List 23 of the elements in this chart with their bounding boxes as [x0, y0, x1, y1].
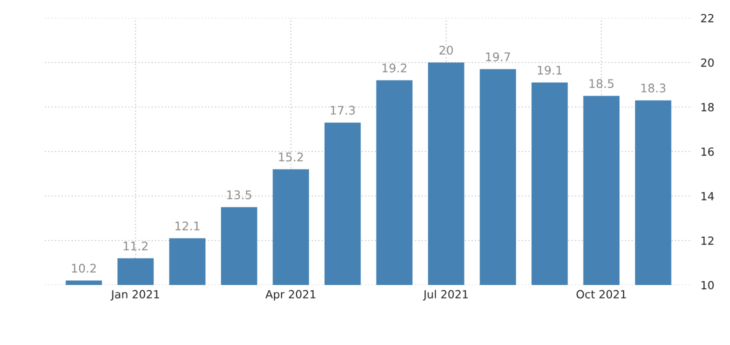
data-label: 19.2 — [382, 64, 406, 72]
data-label: 12.1 — [175, 221, 200, 230]
y-tick-label: 14 — [702, 192, 714, 200]
data-label: 19.1 — [538, 66, 562, 75]
y-tick-label: 20 — [701, 58, 714, 67]
x-tick-label: Apr 2021 — [265, 290, 316, 301]
data-label: 19.7 — [486, 52, 510, 62]
y-tick-label: 16 — [702, 147, 714, 156]
data-label: 13.5 — [227, 190, 252, 200]
data-label: 17.3 — [330, 106, 355, 115]
y-tick-label: 12 — [702, 236, 714, 245]
data-label: 10.2 — [72, 264, 96, 273]
data-label: 18.5 — [590, 79, 614, 88]
data-label: 20 — [439, 46, 453, 55]
y-tick-label: 18 — [702, 102, 714, 112]
x-tick-label: Jul 2021 — [422, 290, 468, 301]
x-tick-label: Oct 2021 — [576, 290, 626, 298]
x-tick-label: Jan 2021 — [110, 290, 160, 301]
data-label: 11.2 — [124, 242, 148, 250]
data-label: 18.3 — [641, 84, 666, 92]
y-tick-label: 22 — [701, 14, 714, 22]
y-tick-label: 10 — [702, 280, 714, 290]
data-label: 15.2 — [279, 152, 303, 162]
